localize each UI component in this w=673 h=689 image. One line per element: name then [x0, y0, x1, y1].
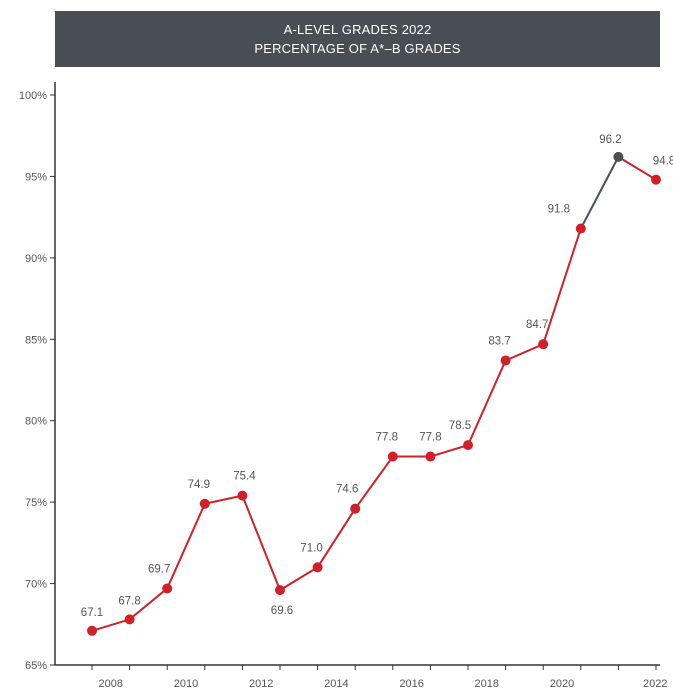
chart-title: A-LEVEL GRADES 2022 — [283, 22, 432, 37]
data-label: 67.1 — [81, 607, 103, 619]
y-tick-label: 100% — [19, 90, 47, 102]
x-tick-label: 2018 — [475, 678, 499, 689]
data-label: 94.8 — [653, 156, 673, 168]
x-tick-label: 2016 — [399, 678, 423, 689]
data-point — [500, 355, 511, 366]
highlight-segment — [579, 156, 620, 230]
y-tick-label: 70% — [25, 579, 47, 591]
data-label: 91.8 — [548, 204, 570, 216]
x-tick-label: 2022 — [643, 678, 667, 689]
data-point — [162, 583, 173, 594]
x-tick-label: 2014 — [324, 678, 348, 689]
series-segment — [430, 444, 469, 458]
data-label: 67.8 — [118, 595, 140, 607]
x-tick-label: 2020 — [550, 678, 574, 689]
data-point — [575, 223, 586, 234]
chart-title-banner: A-LEVEL GRADES 2022 PERCENTAGE OF A*–B G… — [55, 11, 660, 67]
data-label: 77.8 — [419, 432, 441, 444]
series-segment — [505, 343, 544, 362]
x-tick-label: 2012 — [249, 678, 273, 689]
chart-subtitle: PERCENTAGE OF A*–B GRADES — [254, 41, 461, 56]
data-label: 69.7 — [148, 563, 170, 575]
y-tick-label: 95% — [25, 171, 47, 183]
series-segment — [354, 455, 394, 510]
y-tick-label: 65% — [25, 660, 47, 672]
data-point — [87, 625, 97, 636]
series-segment — [166, 503, 206, 589]
data-point — [199, 498, 210, 509]
series-segment — [542, 228, 582, 345]
series-segment — [204, 494, 243, 505]
data-point — [651, 174, 661, 185]
data-label: 75.4 — [233, 471, 256, 483]
series-segment — [617, 156, 657, 181]
series-segment — [279, 566, 319, 591]
data-label: 84.7 — [526, 319, 548, 331]
y-tick-label: 85% — [25, 334, 47, 346]
data-point — [124, 614, 135, 625]
data-label: 71.0 — [300, 542, 322, 554]
data-point — [538, 339, 549, 350]
data-label: 78.5 — [449, 420, 471, 432]
data-label: 96.2 — [599, 134, 621, 146]
data-label: 74.6 — [336, 484, 358, 496]
data-label: 74.9 — [188, 479, 210, 491]
series-segment — [91, 618, 130, 632]
data-point — [312, 562, 323, 573]
data-point — [350, 503, 361, 514]
data-label: 83.7 — [488, 335, 510, 347]
series-segment — [467, 360, 507, 446]
data-point — [613, 151, 624, 162]
data-point — [275, 585, 285, 596]
data-label: 77.8 — [376, 432, 398, 444]
x-tick-label: 2010 — [174, 678, 198, 689]
series-segment — [316, 508, 357, 568]
data-point — [387, 451, 398, 462]
y-tick-label: 75% — [25, 497, 47, 509]
series-segment — [128, 587, 168, 621]
data-point — [425, 451, 436, 462]
y-tick-label: 80% — [25, 416, 47, 428]
data-point — [463, 440, 473, 451]
data-point — [237, 490, 248, 501]
series-segment — [241, 495, 281, 591]
y-tick-label: 90% — [25, 253, 47, 265]
data-label: 69.6 — [271, 605, 293, 617]
x-tick-label: 2008 — [99, 678, 123, 689]
